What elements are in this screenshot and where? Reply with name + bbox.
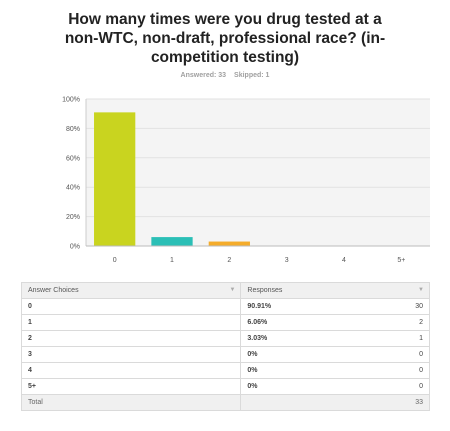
x-tick-label: 0 [113, 257, 117, 264]
choice-cell: 4 [20, 362, 242, 379]
choice-cell: 0 [20, 298, 242, 315]
count-cell: 1 [360, 330, 430, 347]
results-table: Answer Choices ▼ Responses ▼ 0 90.91% 30… [20, 282, 430, 411]
percent-cell: 3.03% [240, 330, 361, 347]
percent-cell: 0% [240, 362, 361, 379]
table-row: 4 0% 0 [20, 362, 430, 379]
x-tick-label: 3 [285, 257, 289, 264]
responses-header-label: Responses [247, 287, 283, 294]
percent-cell: 0% [240, 346, 361, 363]
y-tick-label: 100% [62, 97, 80, 104]
x-tick-labels: 0 1 2 3 4 5+ [113, 257, 406, 264]
count-cell: 0 [360, 378, 430, 395]
bar[interactable] [151, 237, 193, 246]
skipped-count: Skipped: 1 [234, 72, 270, 79]
table-row: 1 6.06% 2 [20, 314, 430, 331]
sort-down-icon[interactable]: ▼ [418, 287, 424, 293]
y-tick-label: 80% [66, 126, 80, 133]
bar-chart: 0% 20% 40% 60% 80% 100% 0 1 2 3 4 5+ [62, 97, 430, 264]
bar[interactable] [208, 241, 250, 246]
x-tick-label: 1 [170, 257, 174, 264]
total-label: Total [20, 394, 242, 411]
answer-choices-header[interactable]: Answer Choices ▼ [20, 282, 242, 299]
count-cell: 30 [360, 298, 430, 315]
total-count: 33 [240, 394, 430, 411]
gridlines [86, 98, 430, 218]
percent-cell: 90.91% [240, 298, 361, 315]
responses-header[interactable]: Responses ▼ [240, 282, 430, 299]
choice-cell: 5+ [20, 378, 242, 395]
table-header-row: Answer Choices ▼ Responses ▼ [20, 282, 430, 299]
y-tick-label: 40% [66, 185, 80, 192]
question-title: How many times were you drug tested at a… [64, 11, 386, 66]
y-tick-labels: 0% 20% 40% 60% 80% 100% [62, 97, 80, 251]
table-row: 5+ 0% 0 [20, 378, 430, 395]
y-tick-label: 0% [70, 244, 80, 251]
plot-area-background [86, 99, 430, 246]
sort-down-icon[interactable]: ▼ [229, 287, 236, 293]
answered-count: Answered: 33 [180, 72, 227, 79]
table-total-row: Total 33 [20, 394, 430, 411]
x-tick-label: 4 [342, 257, 346, 264]
x-tick-label: 5+ [397, 257, 405, 264]
answer-stats: Answered: 33 Skipped: 1 [0, 72, 450, 79]
y-tick-label: 20% [66, 214, 80, 221]
choice-cell: 1 [20, 314, 242, 331]
percent-cell: 6.06% [240, 314, 361, 331]
count-cell: 2 [360, 314, 430, 331]
bar[interactable] [94, 112, 136, 246]
x-tick-label: 2 [227, 257, 231, 264]
choice-cell: 2 [20, 330, 242, 347]
table-row: 3 0% 0 [20, 346, 430, 363]
count-cell: 0 [360, 346, 430, 363]
percent-cell: 0% [240, 378, 361, 395]
table-row: 0 90.91% 30 [20, 298, 430, 315]
count-cell: 0 [360, 362, 430, 379]
bars [94, 112, 250, 246]
table-row: 2 3.03% 1 [20, 330, 430, 347]
answer-choices-header-label: Answer Choices [28, 287, 79, 294]
y-tick-label: 60% [66, 155, 80, 162]
choice-cell: 3 [20, 346, 242, 363]
